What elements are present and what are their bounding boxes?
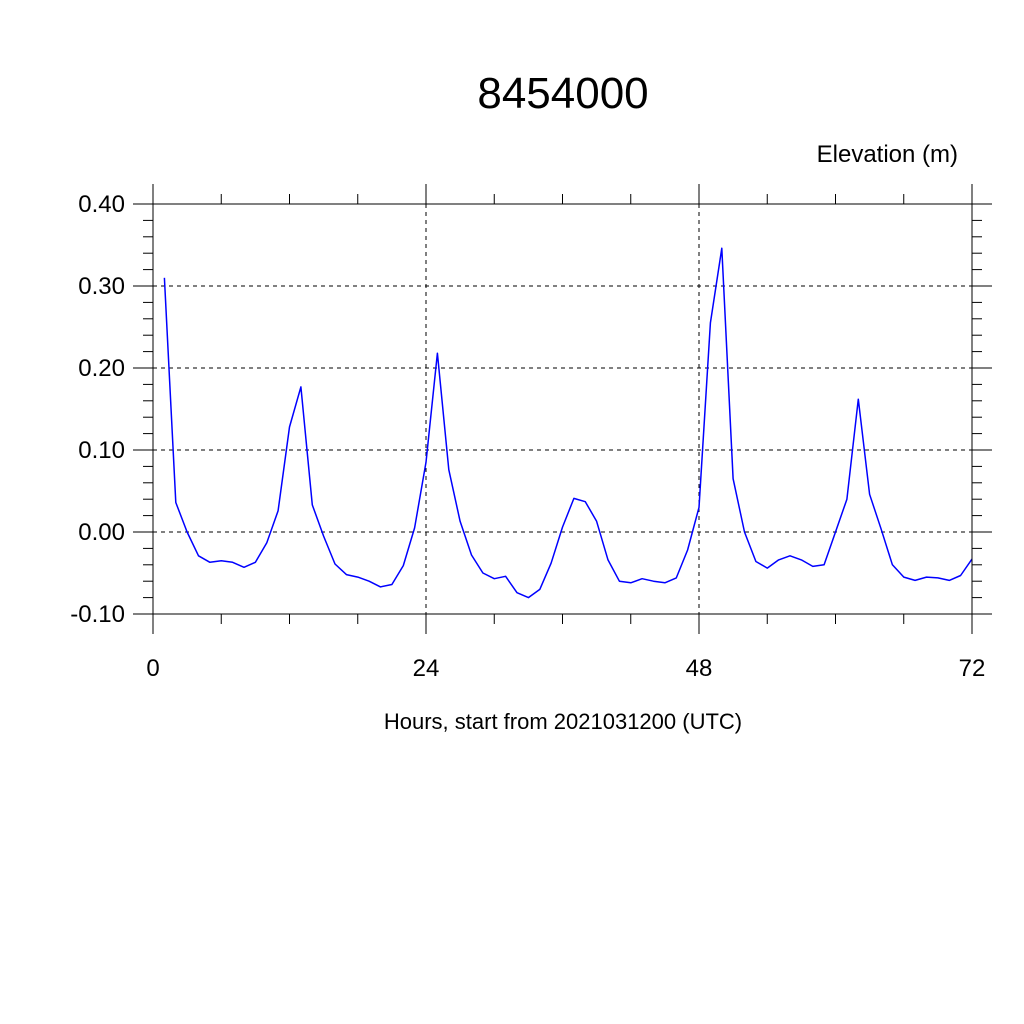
grid-lines	[152, 203, 973, 615]
x-axis-label: Hours, start from 2021031200 (UTC)	[384, 709, 742, 734]
y-tick-label: 0.10	[78, 437, 125, 464]
y-tick-label: 0.30	[78, 273, 125, 300]
x-tick-label: 72	[959, 655, 986, 682]
series-line	[163, 247, 973, 599]
y-tick-label: -0.10	[70, 601, 125, 628]
plot-frame	[152, 203, 973, 615]
y-axis-label: Elevation (m)	[817, 141, 958, 168]
y-tick-label: 0.00	[78, 519, 125, 546]
y-tick-label: 0.20	[78, 355, 125, 382]
chart-title: 8454000	[477, 69, 648, 118]
x-tick-label: 48	[686, 655, 713, 682]
series-layer	[163, 247, 973, 599]
x-tick-label: 24	[413, 655, 440, 682]
axis-ticks	[133, 184, 992, 634]
tick-labels: -0.10 0.00 0.10 0.20 0.30 0.40 0 24 48 72	[70, 191, 985, 682]
y-tick-label: 0.40	[78, 191, 125, 218]
x-tick-label: 0	[146, 655, 159, 682]
